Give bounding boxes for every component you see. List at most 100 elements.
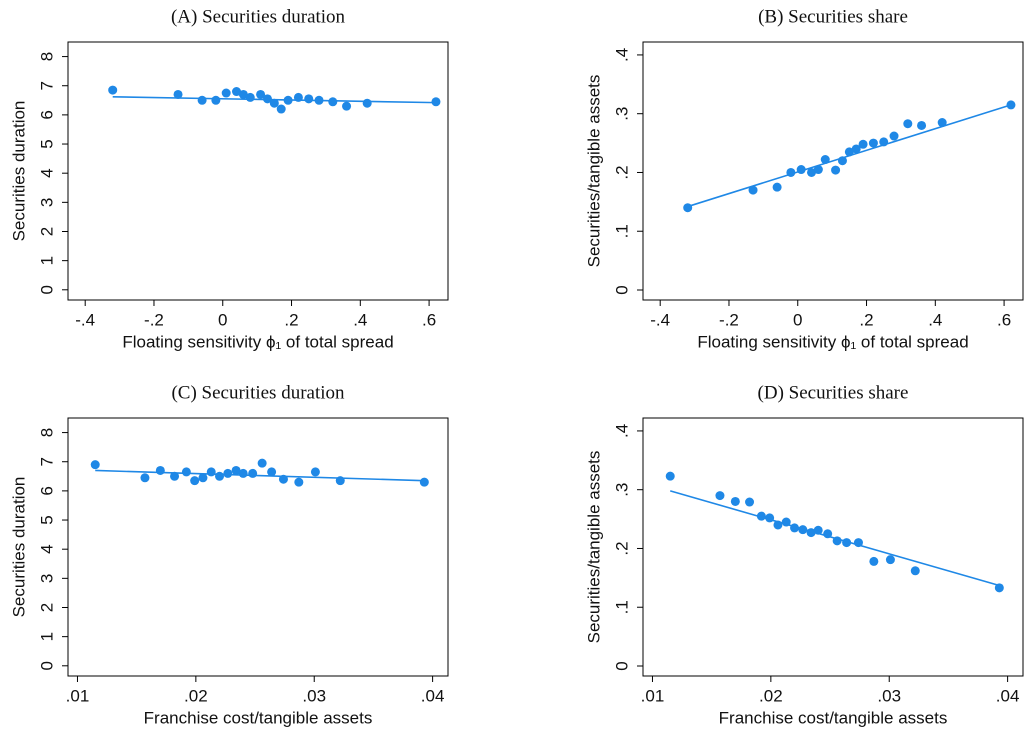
x-tick-label: .2 [284,310,298,329]
y-tick-label: .2 [612,165,631,179]
y-tick-label: 7 [37,457,56,466]
y-tick-label: 6 [37,110,56,119]
x-axis-label: Floating sensitivity ϕ₁ of total spread [122,332,393,351]
scatter-point [314,95,324,105]
scatter-point [917,120,927,130]
scatter-point [853,538,863,548]
scatter-point [994,583,1004,593]
scatter-point [262,94,272,104]
y-tick-label: 2 [37,227,56,236]
scatter-point [335,476,345,486]
x-tick-label: -.4 [650,310,670,329]
scatter-point [831,165,841,175]
panel: (B) Securities share -.4 -.2 0 .2 .4 .6 0 .1 .2 .3… [584,6,1024,351]
scatter-point [756,511,766,521]
y-tick-label: 3 [37,574,56,583]
y-tick-label: 0 [37,285,56,294]
scatter-point [310,467,320,477]
scatter-point [798,525,808,535]
x-tick-label: 0 [793,310,802,329]
x-tick-label: 0 [218,310,227,329]
scatter-point [170,471,180,481]
panel: (C) Securities duration .01 .02 .03 .04 0 1 2 3 4… [9,382,449,727]
scatter-point [293,92,303,102]
panel-title: (C) Securities duration [171,382,345,403]
scatter-point [431,97,441,107]
scatter-point [868,138,878,148]
x-tick-label: -.2 [719,310,739,329]
x-tick-label: .03 [302,686,326,705]
scatter-point [813,525,823,535]
scatter-point [745,497,755,507]
scatter-point [328,97,338,107]
scatter-point [342,101,352,111]
scatter-point [806,528,816,538]
x-tick-label: .02 [184,686,208,705]
x-axis-label: Franchise cost/tangible assets [144,708,373,727]
scatter-point [796,165,806,175]
scatter-point [772,182,782,192]
y-tick-label: 4 [37,544,56,553]
scatter-point [211,95,221,105]
scatter-point [937,118,947,128]
y-axis-label: Securities duration [9,477,28,618]
y-tick-label: 5 [37,515,56,524]
scatter-point [820,155,830,165]
y-tick-label: 8 [37,52,56,61]
y-tick-label: 3 [37,198,56,207]
panel-title: (A) Securities duration [171,6,346,27]
scatter-point [181,467,191,477]
y-tick-label: .4 [612,424,631,438]
x-tick-label: .04 [421,686,445,705]
scatter-point [823,529,833,539]
scatter-point [221,88,231,98]
y-axis-label: Securities duration [9,101,28,242]
scatter-point [256,89,266,99]
scatter-point [832,536,842,546]
y-tick-label: 2 [37,603,56,612]
scatter-point [283,95,293,105]
x-tick-label: .2 [859,310,873,329]
scatter-point [294,477,304,487]
scatter-point [245,92,255,102]
x-tick-label: .01 [66,686,90,705]
x-tick-label: .03 [877,686,901,705]
scatter-point [903,119,913,129]
scatter-point [910,566,920,576]
y-tick-label: 7 [37,81,56,90]
scatter-point [238,468,248,478]
plot-frame [67,417,449,677]
y-tick-label: 0 [612,661,631,670]
x-tick-label: .6 [997,310,1011,329]
x-tick-label: -.2 [144,310,164,329]
scatter-point [837,156,847,166]
panel: (A) Securities duration -.4 -.2 0 .2 .4 .6 0 1 2 3… [9,6,449,351]
scatter-point [248,468,258,478]
scatter-point [773,520,783,530]
scatter-point [807,167,817,177]
plot-frame [67,41,449,301]
y-tick-label: 0 [37,661,56,670]
plot-frame [642,417,1024,677]
scatter-point [232,87,242,97]
scatter-point [304,94,314,104]
scatter-point [206,467,216,477]
scatter-point [362,98,372,108]
x-tick-label: .01 [641,686,665,705]
x-axis-label: Floating sensitivity ϕ₁ of total spread [697,332,968,351]
plot-frame [642,41,1024,301]
x-tick-label: .4 [928,310,942,329]
y-tick-label: 6 [37,486,56,495]
x-tick-label: .4 [353,310,367,329]
y-tick-label: .4 [612,48,631,62]
scatter-point [231,465,241,475]
scatter-point [786,167,796,177]
panel: (D) Securities share .01 .02 .03 .04 0 .1 .2 .3.… [584,382,1024,727]
scatter-point [851,144,861,154]
scatter-point [885,555,895,565]
panel-title: (D) Securities share [758,382,909,403]
scatter-point [223,468,233,478]
scatter-point [781,517,791,527]
y-tick-label: .1 [612,224,631,238]
